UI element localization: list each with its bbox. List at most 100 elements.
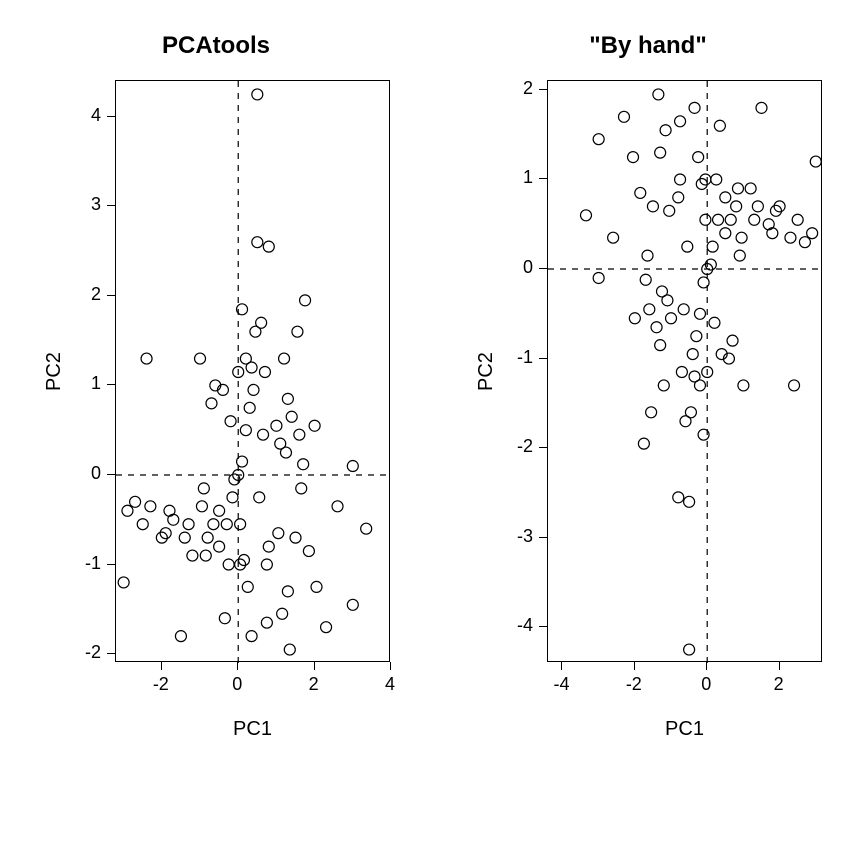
data-point — [785, 232, 796, 243]
data-point — [689, 371, 700, 382]
data-point — [258, 429, 269, 440]
data-point — [646, 407, 657, 418]
data-point — [145, 501, 156, 512]
data-point — [198, 483, 209, 494]
data-point — [361, 523, 372, 534]
y-tick-mark — [539, 178, 547, 179]
y-axis-label-left: PC2 — [43, 352, 66, 391]
x-tick-label: 0 — [217, 674, 257, 695]
data-point — [635, 187, 646, 198]
y-tick-mark — [107, 295, 115, 296]
y-tick-mark — [539, 358, 547, 359]
data-point — [807, 228, 818, 239]
data-point — [137, 519, 148, 530]
data-point — [666, 313, 677, 324]
data-point — [311, 581, 322, 592]
data-point — [235, 519, 246, 530]
data-point — [629, 313, 640, 324]
data-point — [290, 532, 301, 543]
data-point — [789, 380, 800, 391]
data-point — [263, 241, 274, 252]
data-point — [261, 617, 272, 628]
x-tick-mark — [237, 662, 238, 670]
y-tick-label: 2 — [503, 78, 533, 99]
data-point — [187, 550, 198, 561]
data-point — [810, 156, 821, 167]
data-point — [752, 201, 763, 212]
y-tick-mark — [539, 626, 547, 627]
data-point — [303, 546, 314, 557]
data-point — [280, 447, 291, 458]
data-point — [214, 505, 225, 516]
data-point — [321, 622, 332, 633]
data-point — [175, 631, 186, 642]
x-tick-label: -2 — [141, 674, 181, 695]
x-tick-label: -4 — [541, 674, 581, 695]
y-tick-mark — [539, 537, 547, 538]
data-point — [680, 416, 691, 427]
data-point — [745, 183, 756, 194]
data-point — [179, 532, 190, 543]
data-point — [628, 152, 639, 163]
data-point — [664, 205, 675, 216]
data-point — [347, 599, 358, 610]
data-point — [202, 532, 213, 543]
y-axis-label-right: PC2 — [475, 352, 498, 391]
data-point — [720, 192, 731, 203]
data-point — [252, 237, 263, 248]
data-point — [656, 286, 667, 297]
data-point — [799, 237, 810, 248]
data-point — [244, 402, 255, 413]
y-tick-label: -3 — [503, 526, 533, 547]
data-point — [593, 272, 604, 283]
data-point — [792, 214, 803, 225]
data-point — [698, 277, 709, 288]
y-tick-label: -2 — [71, 642, 101, 663]
data-point — [296, 483, 307, 494]
data-point — [714, 120, 725, 131]
data-point — [580, 210, 591, 221]
y-tick-mark — [539, 268, 547, 269]
y-tick-label: -4 — [503, 615, 533, 636]
data-point — [653, 89, 664, 100]
y-tick-mark — [107, 205, 115, 206]
data-point — [713, 214, 724, 225]
data-point — [676, 367, 687, 378]
data-point — [168, 514, 179, 525]
data-point — [658, 380, 669, 391]
data-point — [141, 353, 152, 364]
data-point — [259, 367, 270, 378]
data-point — [242, 581, 253, 592]
data-point — [682, 241, 693, 252]
data-point — [284, 644, 295, 655]
data-point — [732, 183, 743, 194]
x-tick-mark — [314, 662, 315, 670]
data-point — [655, 340, 666, 351]
data-point — [252, 89, 263, 100]
data-point — [261, 559, 272, 570]
data-point — [282, 586, 293, 597]
data-point — [684, 644, 695, 655]
y-tick-label: -2 — [503, 436, 533, 457]
y-tick-mark — [107, 653, 115, 654]
data-point — [300, 295, 311, 306]
data-point — [684, 496, 695, 507]
data-point — [277, 608, 288, 619]
data-point — [593, 134, 604, 145]
scatter-svg-left — [116, 81, 389, 661]
x-tick-label: -2 — [614, 674, 654, 695]
data-point — [223, 559, 234, 570]
data-point — [256, 317, 267, 328]
data-point — [208, 519, 219, 530]
data-point — [240, 425, 251, 436]
data-point — [263, 541, 274, 552]
data-point — [214, 541, 225, 552]
data-point — [286, 411, 297, 422]
x-tick-mark — [161, 662, 162, 670]
y-tick-mark — [539, 447, 547, 448]
panel-title-left: PCAtools — [0, 32, 432, 60]
data-point — [678, 304, 689, 315]
data-point — [675, 116, 686, 127]
y-tick-label: 2 — [71, 284, 101, 305]
data-point — [237, 456, 248, 467]
